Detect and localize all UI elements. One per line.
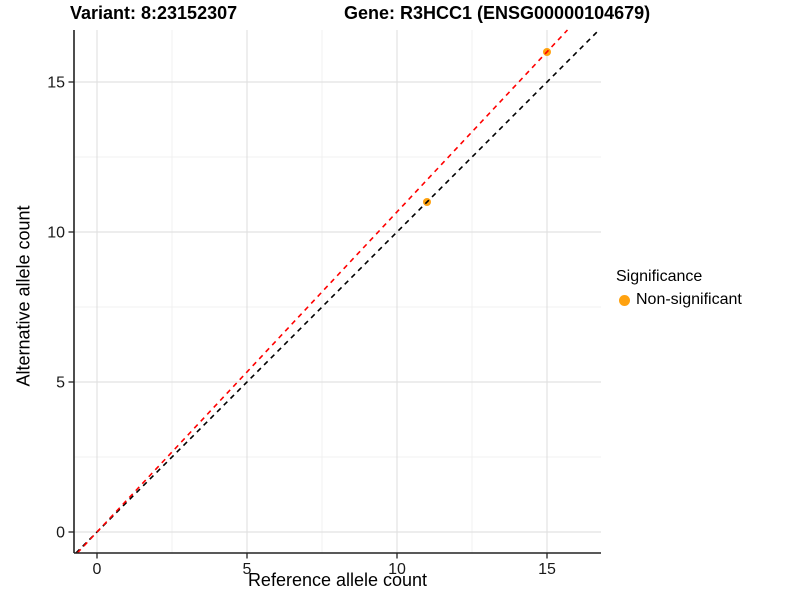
- legend: Significance Non-significant: [616, 268, 742, 309]
- legend-title: Significance: [616, 268, 703, 285]
- y-tick-label: 10: [47, 225, 65, 242]
- y-tick-label: 0: [56, 525, 65, 542]
- x-tick-label: 10: [388, 561, 406, 578]
- legend-swatch-dot-icon: [619, 294, 630, 306]
- y-tick-label: 5: [56, 375, 65, 392]
- y-axis-label: Alternative allele count: [13, 205, 34, 387]
- x-tick-label: 15: [538, 561, 556, 578]
- y-tick-label: 15: [47, 75, 65, 92]
- x-tick-label: 0: [93, 561, 102, 578]
- x-tick-label: 5: [243, 561, 252, 578]
- legend-item-label: Non-significant: [636, 291, 742, 308]
- gene-title: Gene: R3HCC1 (ENSG00000104679): [344, 3, 651, 23]
- variant-title: Variant: 8:23152307: [70, 3, 238, 23]
- x-axis-label: Reference allele count: [247, 570, 428, 590]
- legend-item: Non-significant: [616, 291, 742, 309]
- identity-line: [75, 29, 600, 554]
